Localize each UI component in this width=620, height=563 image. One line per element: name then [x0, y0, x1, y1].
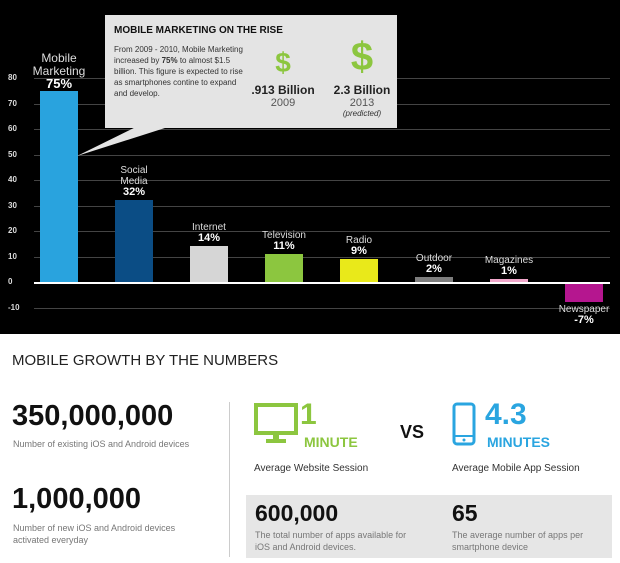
bar-label: Magazines 1% — [484, 255, 534, 278]
gridline — [34, 205, 610, 207]
bar — [40, 90, 78, 282]
y-tick-label: 60 — [8, 124, 17, 133]
bar-label: Mobile Marketing 75% — [32, 50, 86, 91]
y-tick-label: -10 — [8, 302, 20, 312]
gridline — [34, 154, 610, 156]
bar-label: Outdoor 2% — [415, 252, 453, 275]
apps-stats-box — [246, 495, 612, 558]
gridline — [34, 180, 610, 181]
bar — [265, 253, 303, 282]
apps-avg-count: 65 — [452, 500, 478, 526]
bar — [190, 246, 228, 282]
y-tick-label: 10 — [8, 251, 17, 261]
callout-description: From 2009 - 2010, Mobile Marketing incre… — [114, 45, 243, 98]
callout-pointer — [77, 120, 190, 156]
apps-total-count: 600,000 — [255, 500, 339, 526]
website-unit: MINUTE — [304, 434, 358, 450]
divider — [229, 402, 230, 557]
gridline — [34, 307, 610, 309]
y-tick-label: 0 — [8, 277, 13, 286]
bar-label: Social Media 32% — [120, 165, 148, 199]
y-tick-label: 70 — [8, 98, 17, 108]
bar — [565, 284, 603, 302]
activated-label: Number of new iOS and Android devices ac… — [13, 523, 176, 545]
money-2013: 2.3 Billion 2013 (predicted) — [333, 83, 391, 118]
app-label: Average Mobile App Session — [452, 463, 580, 474]
bar — [115, 200, 153, 282]
callout-box: MOBILE MARKETING ON THE RISE From 2009 -… — [105, 15, 397, 128]
y-tick-label: 40 — [8, 175, 17, 184]
bar-label: Internet 14% — [192, 222, 226, 245]
bar — [340, 259, 378, 282]
dollar-icon: $ — [275, 47, 291, 78]
gridline — [34, 231, 610, 232]
bar-label: Radio 9% — [345, 235, 373, 258]
app-unit: MINUTES — [487, 434, 550, 450]
website-minutes: 1 — [300, 398, 317, 431]
activated-count: 1,000,000 — [12, 483, 142, 515]
bar-label: Newspaper -7% — [558, 303, 610, 326]
apps-avg-label: The average number of apps per smartphon… — [452, 530, 584, 552]
gridline — [34, 256, 610, 258]
gridline — [34, 129, 610, 130]
section-heading: MOBILE GROWTH BY THE NUMBERS — [12, 352, 279, 369]
money-2009: .913 Billion 2009 — [251, 83, 315, 109]
dollar-icon: $ — [350, 35, 374, 79]
vs-label: VS — [400, 422, 425, 442]
y-tick-label: 20 — [8, 226, 17, 235]
bar-label: Television 11% — [262, 229, 306, 252]
app-minutes: 4.3 — [485, 398, 527, 431]
devices-label: Number of existing iOS and Android devic… — [13, 439, 190, 449]
devices-count: 350,000,000 — [12, 400, 174, 432]
smartphone-icon — [452, 402, 476, 446]
bar — [415, 276, 453, 282]
website-label: Average Website Session — [254, 463, 369, 474]
apps-total-label: The total number of apps available for i… — [255, 530, 407, 552]
y-tick-label: 30 — [8, 200, 17, 210]
bar — [490, 279, 528, 282]
zero-line — [34, 282, 610, 284]
monitor-icon — [254, 403, 298, 443]
callout-title: MOBILE MARKETING ON THE RISE — [114, 25, 283, 36]
y-tick-label: 50 — [8, 149, 17, 159]
y-tick-label: 80 — [8, 73, 17, 82]
